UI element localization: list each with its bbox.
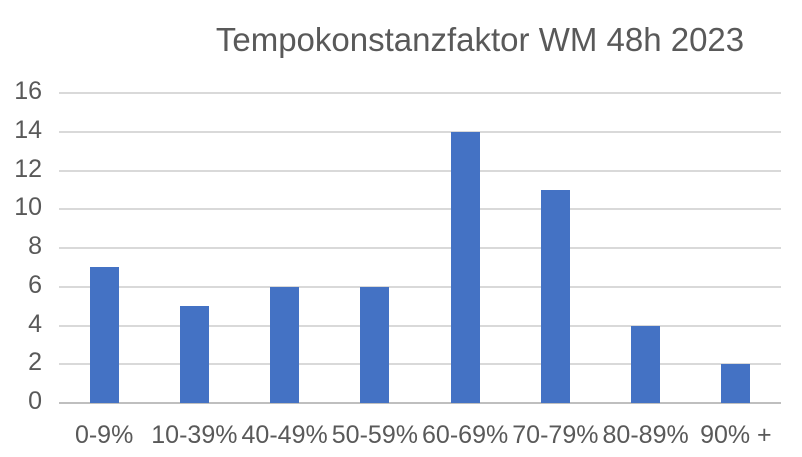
y-tick-label: 2: [28, 348, 42, 377]
bar: [540, 189, 570, 403]
y-tick-label: 16: [14, 77, 42, 105]
gridline: [59, 247, 781, 249]
bar: [360, 286, 390, 403]
x-tick-label: 0-9%: [74, 421, 134, 449]
gridline: [59, 130, 781, 133]
bar: [631, 325, 661, 403]
y-tick-label: 12: [14, 154, 42, 183]
bar: [179, 306, 209, 403]
x-tick-label: 80-89%: [602, 421, 689, 449]
bar: [721, 364, 751, 403]
gridline: [59, 324, 781, 327]
x-tick-label: 40-49%: [241, 421, 328, 449]
bar: [450, 131, 480, 403]
bar: [270, 286, 300, 403]
y-tick-label: 4: [28, 309, 42, 338]
x-axis-line: [59, 402, 781, 404]
bar: [89, 267, 119, 403]
gridline: [59, 363, 781, 366]
y-tick-label: 6: [28, 270, 42, 299]
x-tick-label: 70-79%: [512, 421, 599, 449]
x-tick-label: 50-59%: [331, 421, 418, 449]
y-tick-label: 10: [14, 193, 42, 222]
gridline: [59, 285, 781, 288]
y-tick-label: 8: [28, 232, 42, 260]
y-tick-label: 14: [14, 115, 42, 144]
x-tick-label: 90% +: [700, 421, 772, 449]
gridline: [59, 208, 781, 211]
y-tick-label: 0: [28, 387, 42, 415]
chart-title: Tempokonstanzfaktor WM 48h 2023: [215, 21, 745, 58]
gridline: [59, 169, 781, 172]
gridline: [59, 92, 781, 94]
x-tick-label: 60-69%: [422, 421, 509, 449]
x-tick-label: 10-39%: [151, 421, 238, 449]
